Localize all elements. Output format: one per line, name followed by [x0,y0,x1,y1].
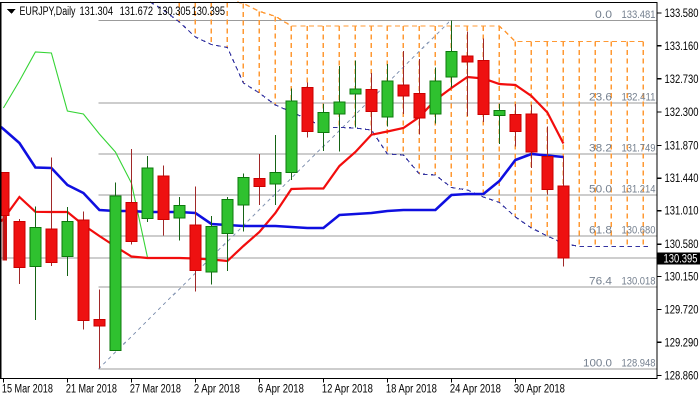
svg-text:133.160: 133.160 [665,41,699,53]
svg-text:130.018: 130.018 [622,276,656,288]
svg-text:EURJPY,Daily: EURJPY,Daily [20,6,76,18]
svg-text:131.304: 131.304 [80,6,114,18]
svg-text:129.720: 129.720 [665,304,699,316]
svg-text:15 Mar 2018: 15 Mar 2018 [2,384,53,396]
svg-text:129.290: 129.290 [665,337,699,349]
svg-text:61.8: 61.8 [589,225,612,237]
svg-text:131.672: 131.672 [120,6,154,18]
svg-text:131.749: 131.749 [622,142,656,154]
svg-text:21 Mar 2018: 21 Mar 2018 [66,384,117,396]
svg-text:131.870: 131.870 [665,140,699,152]
svg-text:130.395: 130.395 [664,253,698,265]
svg-text:128.948: 128.948 [622,358,656,370]
svg-text:12 Apr 2018: 12 Apr 2018 [322,384,373,396]
svg-text:130.680: 130.680 [622,225,656,237]
svg-text:132.411: 132.411 [622,91,656,103]
svg-text:131.214: 131.214 [622,184,656,196]
svg-text:24 Apr 2018: 24 Apr 2018 [450,384,501,396]
svg-text:38.2: 38.2 [589,142,612,154]
svg-text:132.300: 132.300 [665,107,699,119]
svg-text:132.730: 132.730 [665,74,699,86]
svg-text:131.440: 131.440 [665,173,699,185]
svg-text:23.6: 23.6 [589,91,612,103]
svg-text:76.4: 76.4 [589,276,612,288]
svg-text:6 Apr 2018: 6 Apr 2018 [258,384,304,396]
svg-text:0.0: 0.0 [595,9,612,21]
svg-text:2 Apr 2018: 2 Apr 2018 [194,384,240,396]
svg-text:133.580: 133.580 [665,8,699,20]
svg-text:18 Apr 2018: 18 Apr 2018 [386,384,437,396]
svg-text:30 Apr 2018: 30 Apr 2018 [514,384,565,396]
svg-text:100.0: 100.0 [583,358,612,370]
svg-text:133.481: 133.481 [622,9,656,21]
svg-text:50.0: 50.0 [589,184,612,196]
svg-text:128.860: 128.860 [665,371,699,383]
svg-text:131.010: 131.010 [665,206,699,218]
svg-text:130.150: 130.150 [665,272,699,284]
svg-text:27 Mar 2018: 27 Mar 2018 [130,384,181,396]
svg-text:130.580: 130.580 [665,239,699,251]
svg-text:130.305: 130.305 [157,6,191,18]
svg-text:130.395: 130.395 [192,6,226,18]
